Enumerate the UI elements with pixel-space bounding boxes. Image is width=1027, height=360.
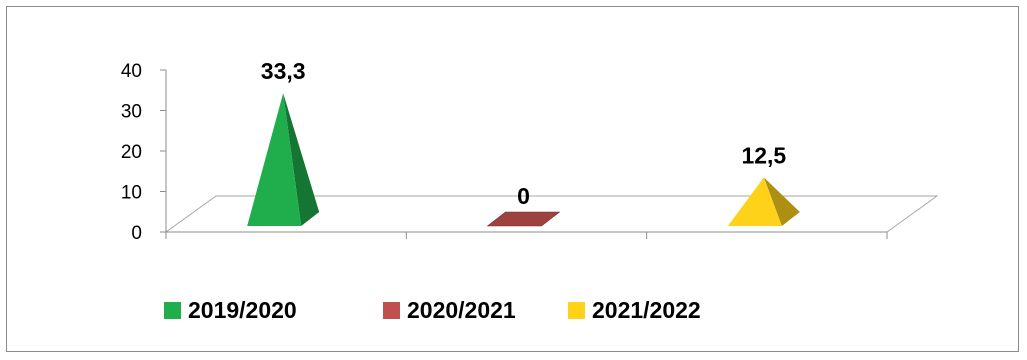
y-tick-label: 30 <box>121 102 142 123</box>
legend-group: 2019/2020 2020/2021 2021/2022 <box>164 297 701 323</box>
pyramid-flat-base <box>486 211 561 227</box>
pyramid-2019-2020 <box>247 93 320 226</box>
data-label: 0 <box>517 183 530 209</box>
legend-swatch <box>568 302 585 319</box>
pyramid-2021-2022 <box>727 177 800 226</box>
legend-label: 2021/2022 <box>592 297 701 323</box>
pyramid-2020-2021 <box>486 211 561 227</box>
labels-group: 33,3 0 12,5 <box>261 58 787 209</box>
y-tick-label: 40 <box>121 61 142 82</box>
data-label: 33,3 <box>261 58 306 84</box>
y-tick-label: 10 <box>121 183 142 204</box>
data-label: 12,5 <box>741 142 786 168</box>
y-tick-label: 0 <box>131 223 142 244</box>
legend-swatch <box>383 302 400 319</box>
pyramid-side-face <box>283 93 320 226</box>
legend-label: 2019/2020 <box>188 297 297 323</box>
chart-frame <box>6 6 1019 352</box>
legend-label: 2020/2021 <box>407 297 516 323</box>
marks-group <box>247 93 800 227</box>
pyramid-side-face <box>763 177 800 226</box>
pyramid-front-face <box>247 93 302 226</box>
y-tick-label: 20 <box>121 142 142 163</box>
pyramid-front-face <box>727 177 782 226</box>
legend-swatch <box>164 302 181 319</box>
